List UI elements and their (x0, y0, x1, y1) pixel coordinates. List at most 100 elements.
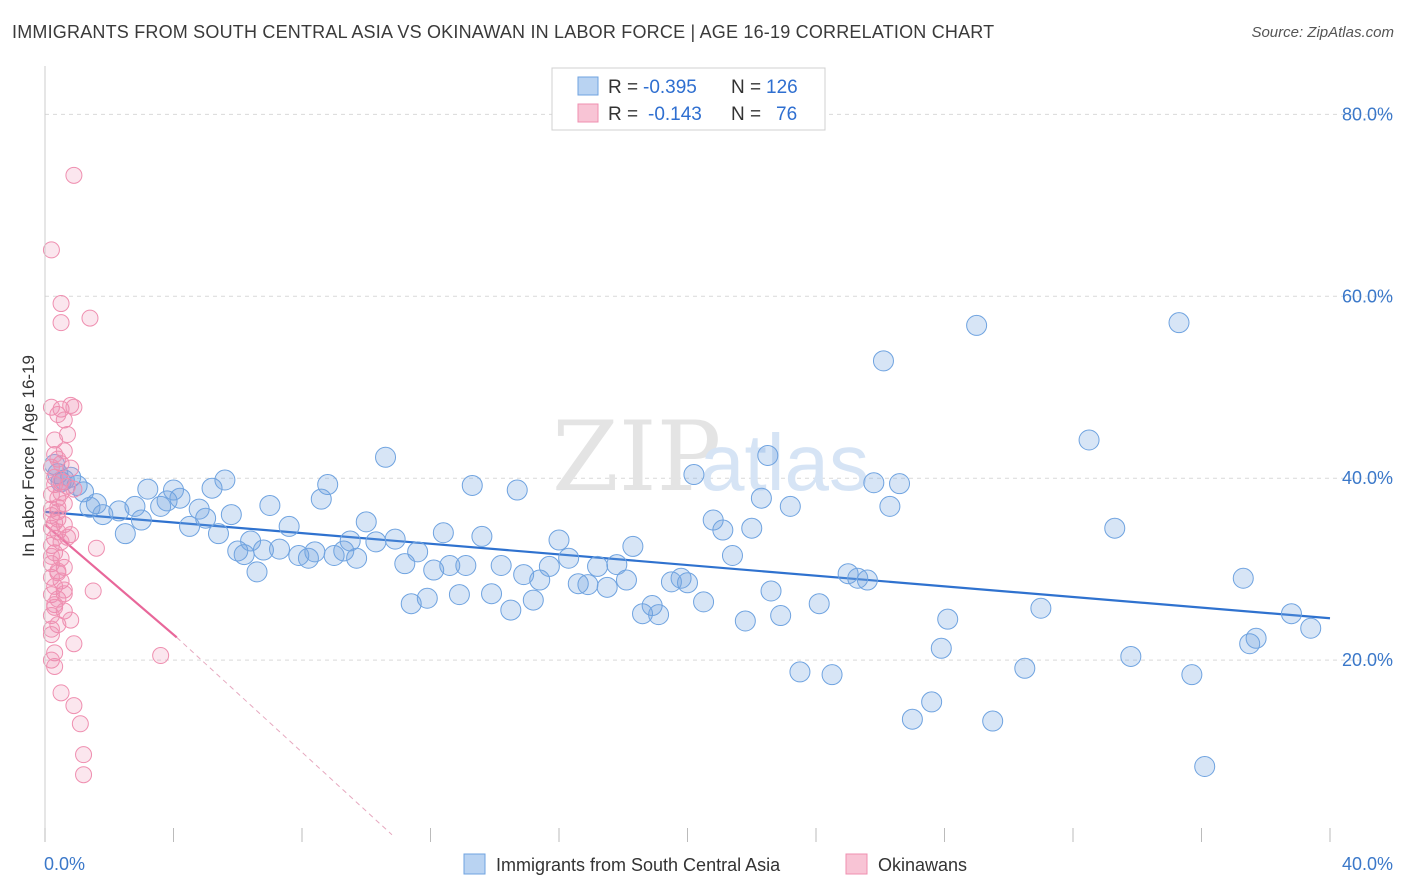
point-south-central-asia (1030, 597, 1052, 619)
point-okinawan (52, 314, 70, 332)
y-tick-label: 60.0% (1342, 286, 1393, 306)
legend-r-value-1: -0.395 (643, 77, 697, 98)
watermark-atlas: atlas (700, 418, 869, 507)
point-okinawan (52, 400, 70, 418)
point-south-central-asia (400, 593, 422, 615)
legend-r-label-2: R = (608, 104, 638, 125)
point-south-central-asia (693, 591, 715, 613)
legend-n-label-1: N = (731, 77, 761, 98)
trend-line-okinawan (44, 523, 178, 639)
point-south-central-asia (1194, 756, 1216, 778)
point-south-central-asia (195, 507, 217, 529)
point-south-central-asia (79, 496, 101, 518)
point-south-central-asia (269, 538, 291, 560)
y-tick-label: 40.0% (1342, 468, 1393, 488)
point-south-central-asia (1104, 517, 1126, 539)
point-south-central-asia (901, 708, 923, 730)
point-south-central-asia (85, 493, 107, 515)
point-south-central-asia (615, 569, 637, 591)
point-south-central-asia (863, 472, 885, 494)
chart-source: Source: ZipAtlas.com (1251, 24, 1394, 41)
point-okinawan (62, 459, 80, 477)
point-okinawan (42, 241, 60, 259)
point-south-central-asia (375, 446, 397, 468)
point-south-central-asia (808, 593, 830, 615)
point-south-central-asia (513, 564, 535, 586)
point-okinawan (75, 766, 93, 784)
point-south-central-asia (879, 495, 901, 517)
point-south-central-asia (346, 547, 368, 569)
point-okinawan (49, 498, 67, 516)
point-okinawan (42, 620, 60, 638)
point-south-central-asia (1078, 429, 1100, 451)
point-south-central-asia (423, 559, 445, 581)
point-south-central-asia (169, 487, 191, 509)
point-south-central-asia (622, 535, 644, 557)
point-south-central-asia (966, 314, 988, 336)
point-south-central-asia (220, 504, 242, 526)
point-south-central-asia (416, 587, 438, 609)
point-south-central-asia (124, 495, 146, 517)
point-south-central-asia (577, 574, 599, 596)
point-okinawan (55, 581, 73, 599)
point-south-central-asia (246, 561, 268, 583)
point-south-central-asia (683, 464, 705, 486)
point-south-central-asia (872, 350, 894, 372)
legend-n-value-2: 76 (776, 104, 797, 125)
point-okinawan (52, 455, 70, 473)
point-south-central-asia (114, 523, 136, 545)
point-okinawan (87, 539, 105, 557)
point-south-central-asia (1181, 664, 1203, 686)
point-south-central-asia (734, 610, 756, 632)
point-south-central-asia (741, 517, 763, 539)
point-okinawan (42, 626, 60, 644)
point-south-central-asia (448, 584, 470, 606)
points-layer (42, 166, 1322, 784)
point-okinawan (58, 426, 76, 444)
point-south-central-asia (432, 522, 454, 544)
watermark-zip: ZIP (552, 401, 721, 513)
point-okinawan (49, 510, 67, 528)
y-tick-label: 20.0% (1342, 650, 1393, 670)
point-okinawan (65, 635, 83, 653)
point-south-central-asia (317, 474, 339, 496)
point-okinawan (62, 611, 80, 629)
point-south-central-asia (207, 523, 229, 545)
point-okinawan (46, 657, 64, 675)
point-south-central-asia (1245, 627, 1267, 649)
point-south-central-asia (92, 504, 114, 526)
bottom-legend-label-2: Okinawans (878, 855, 967, 875)
point-south-central-asia (757, 444, 779, 466)
trend-extension-okinawan (176, 636, 393, 836)
point-south-central-asia (921, 691, 943, 713)
point-south-central-asia (323, 545, 345, 566)
point-okinawan (49, 562, 67, 580)
legend-n-label-2: N = (731, 104, 761, 125)
point-south-central-asia (837, 563, 859, 585)
point-okinawan (71, 715, 89, 733)
point-okinawan (84, 582, 102, 600)
point-south-central-asia (789, 661, 811, 683)
y-axis-title: In Labor Force | Age 16-19 (19, 355, 38, 557)
point-south-central-asia (259, 494, 281, 516)
point-okinawan (55, 602, 73, 620)
point-okinawan (46, 431, 64, 449)
point-south-central-asia (1014, 657, 1036, 679)
point-south-central-asia (1120, 645, 1142, 667)
point-south-central-asia (856, 569, 878, 591)
point-south-central-asia (130, 509, 152, 531)
point-south-central-asia (481, 583, 503, 605)
point-south-central-asia (982, 710, 1004, 732)
chart-title: IMMIGRANTS FROM SOUTH CENTRAL ASIA VS OK… (12, 22, 995, 42)
point-south-central-asia (333, 540, 355, 562)
point-south-central-asia (461, 474, 483, 496)
point-south-central-asia (150, 495, 172, 517)
x-tick-label-min: 0.0% (44, 854, 85, 874)
trend-line-south-central-asia (44, 510, 1331, 620)
point-south-central-asia (455, 555, 477, 577)
point-south-central-asia (587, 555, 609, 577)
point-south-central-asia (558, 547, 580, 569)
point-south-central-asia (1168, 312, 1190, 334)
point-south-central-asia (721, 545, 743, 566)
